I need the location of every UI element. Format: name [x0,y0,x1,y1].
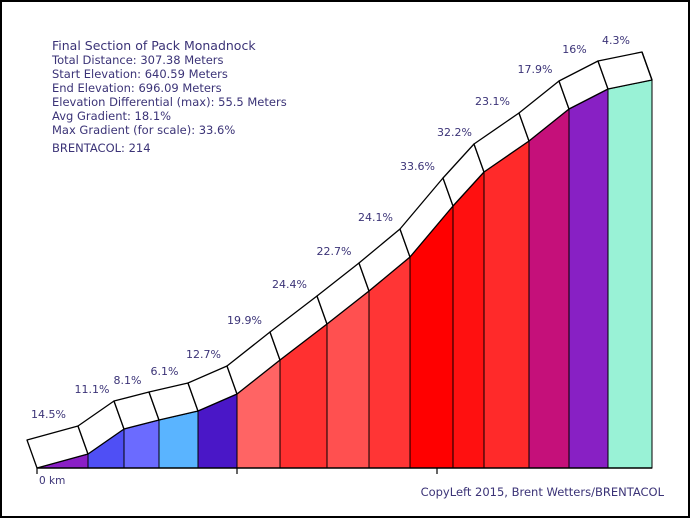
gradient-segment [158,410,199,469]
gradient-segment [452,170,485,469]
gradient-label: 23.1% [475,95,510,108]
gradient-label: 32.2% [437,126,472,139]
gradient-label: 4.3% [602,34,630,47]
gradient-label: 33.6% [400,160,435,173]
brentacol-score: BRENTACOL: 214 [52,141,151,155]
gradient-label: 14.5% [31,408,66,421]
elevation-differential: Elevation Differential (max): 55.5 Meter… [52,95,287,109]
gradient-segment [528,107,570,469]
gradient-label: 16% [562,43,586,56]
avg-gradient: Avg Gradient: 18.1% [52,109,172,123]
gradient-label: 6.1% [151,365,179,378]
total-distance: Total Distance: 307.38 Meters [52,53,224,67]
gradient-segment [483,140,530,469]
gradient-label: 24.4% [272,278,307,291]
gradient-label: 24.1% [358,211,393,224]
gradient-segment [568,88,609,469]
info-panel: Final Section of Pack Monadnock Total Di… [52,38,287,156]
gradient-segment [607,79,653,469]
gradient-label: 22.7% [317,245,352,258]
gradient-label: 11.1% [75,383,110,396]
gradient-label: 12.7% [186,348,221,361]
end-elevation: End Elevation: 696.09 Meters [52,81,222,95]
gradient-label: 17.9% [518,63,553,76]
start-elevation: Start Elevation: 640.59 Meters [52,67,228,81]
gradient-label: 8.1% [114,374,142,387]
max-gradient: Max Gradient (for scale): 33.6% [52,123,236,137]
chart-title: Final Section of Pack Monadnock [52,38,256,53]
gradient-segment [368,255,411,469]
band-end-cap [641,51,653,81]
x-tick-label: 0 km [39,475,65,487]
copyleft-credit: CopyLeft 2015, Brent Wetters/BRENTACOL [420,485,664,499]
gradient-label: 19.9% [227,314,262,327]
